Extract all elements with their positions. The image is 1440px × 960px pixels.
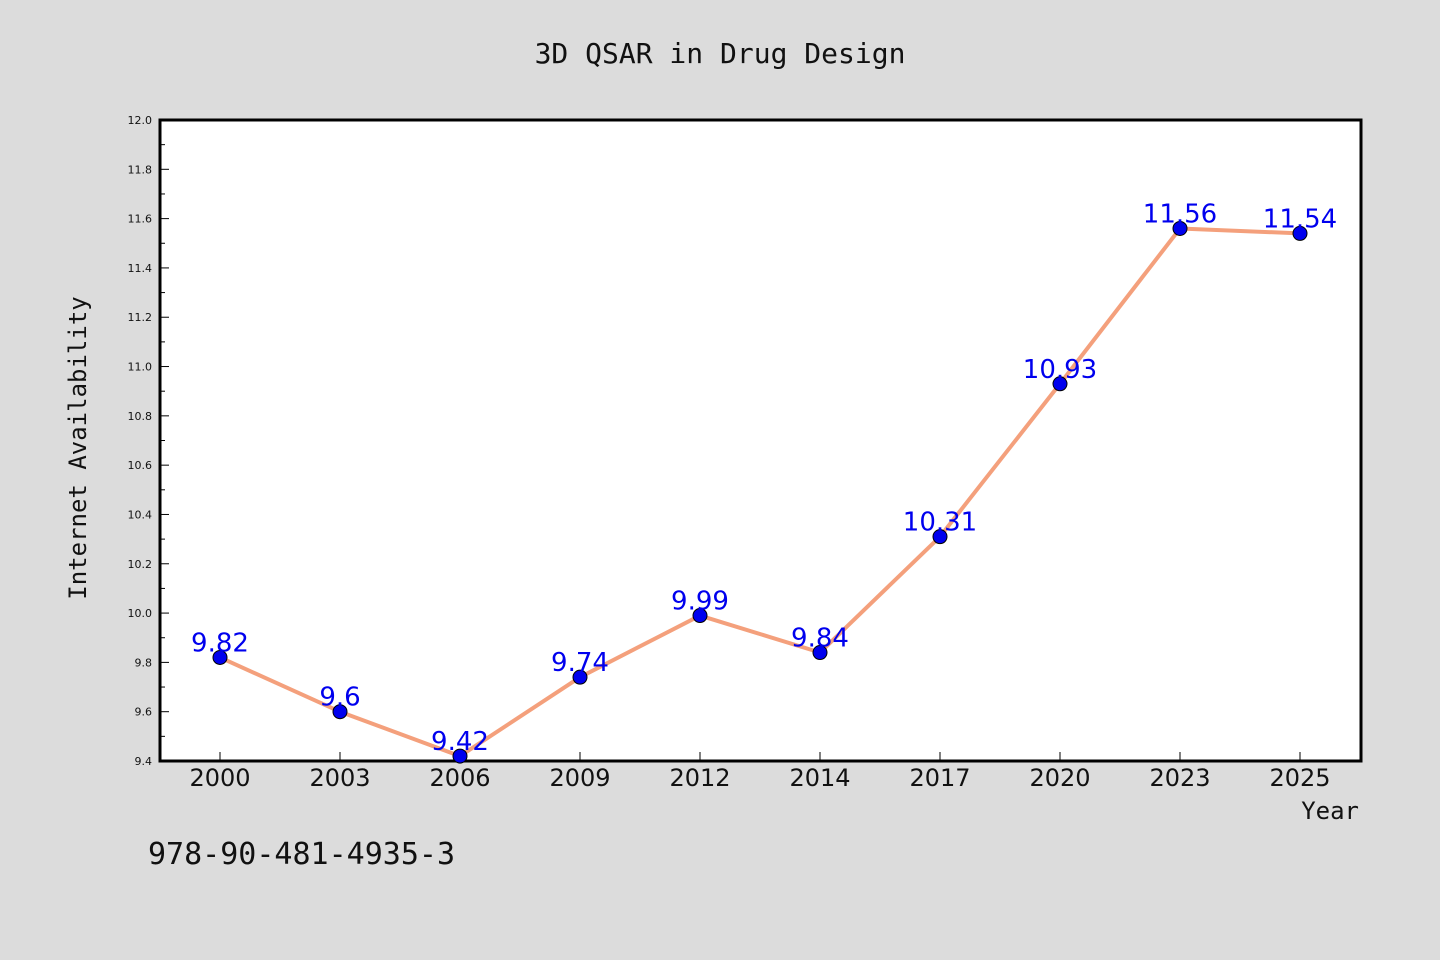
y-tick-label: 9.6 (135, 706, 153, 719)
y-tick-label: 10.2 (128, 558, 153, 571)
y-tick-label: 9.8 (135, 656, 153, 669)
data-point (212, 649, 228, 665)
data-point (332, 704, 348, 720)
data-label: 9.99 (671, 587, 729, 617)
data-label: 11.56 (1143, 199, 1217, 229)
x-tick-label: 2017 (909, 764, 970, 792)
x-axis: 2000 2003 2006 2009 2012 2014 2017 2020 2023 2025 (189, 752, 1331, 792)
series-layer (212, 220, 1308, 764)
y-tick-label: 11.6 (128, 213, 153, 226)
data-point (1292, 225, 1308, 241)
x-axis-label: Year (1301, 797, 1359, 825)
plot-area (158, 118, 1363, 763)
y-tick-label: 10.8 (128, 410, 153, 423)
isbn-text: 978-90-481-4935-3 (148, 837, 455, 872)
x-tick-label: 2003 (309, 764, 370, 792)
data-label: 10.93 (1023, 355, 1097, 385)
x-tick-label: 2006 (429, 764, 490, 792)
y-tick-label: 9.4 (135, 755, 153, 768)
y-tick-label: 10.4 (128, 508, 153, 521)
y-tick-label: 11.2 (128, 311, 153, 324)
y-tick-label: 12.0 (128, 114, 153, 127)
data-label: 10.31 (903, 508, 977, 538)
data-point (1052, 376, 1068, 392)
x-tick-label: 2009 (549, 764, 610, 792)
data-label: 9.82 (191, 628, 249, 658)
data-point (812, 645, 828, 661)
data-point (572, 669, 588, 685)
chart-title: 3D QSAR in Drug Design (535, 37, 906, 70)
data-label: 11.54 (1263, 204, 1337, 234)
y-tick-label: 11.4 (128, 262, 153, 275)
data-label: 9.84 (791, 624, 849, 654)
x-tick-label: 2025 (1269, 764, 1330, 792)
data-point (1172, 220, 1188, 236)
x-tick-label: 2012 (669, 764, 730, 792)
series-line (218, 226, 1302, 759)
y-tick-label: 11.0 (128, 361, 153, 374)
y-axis: 9.4 9.6 9.8 10.0 10.2 10.4 10.6 10.8 11.0 11.2 11.… (128, 114, 169, 768)
data-point (452, 748, 468, 764)
data-point (932, 529, 948, 545)
x-tick-label: 2014 (789, 764, 850, 792)
x-tick-label: 2020 (1029, 764, 1090, 792)
data-label: 9.6 (319, 683, 360, 713)
y-axis-label: Internet Availability (64, 296, 92, 599)
data-labels-layer: 9.82 9.6 9.42 9.74 9.99 9.84 10.31 10.93 11.56 11… (191, 199, 1337, 757)
y-tick-label: 11.8 (128, 163, 153, 176)
data-point (692, 608, 708, 624)
x-tick-label: 2000 (189, 764, 250, 792)
y-tick-label: 10.0 (128, 607, 153, 620)
data-label: 9.42 (431, 727, 489, 757)
x-tick-label: 2023 (1149, 764, 1210, 792)
data-label: 9.74 (551, 648, 609, 678)
y-tick-label: 10.6 (128, 459, 153, 472)
